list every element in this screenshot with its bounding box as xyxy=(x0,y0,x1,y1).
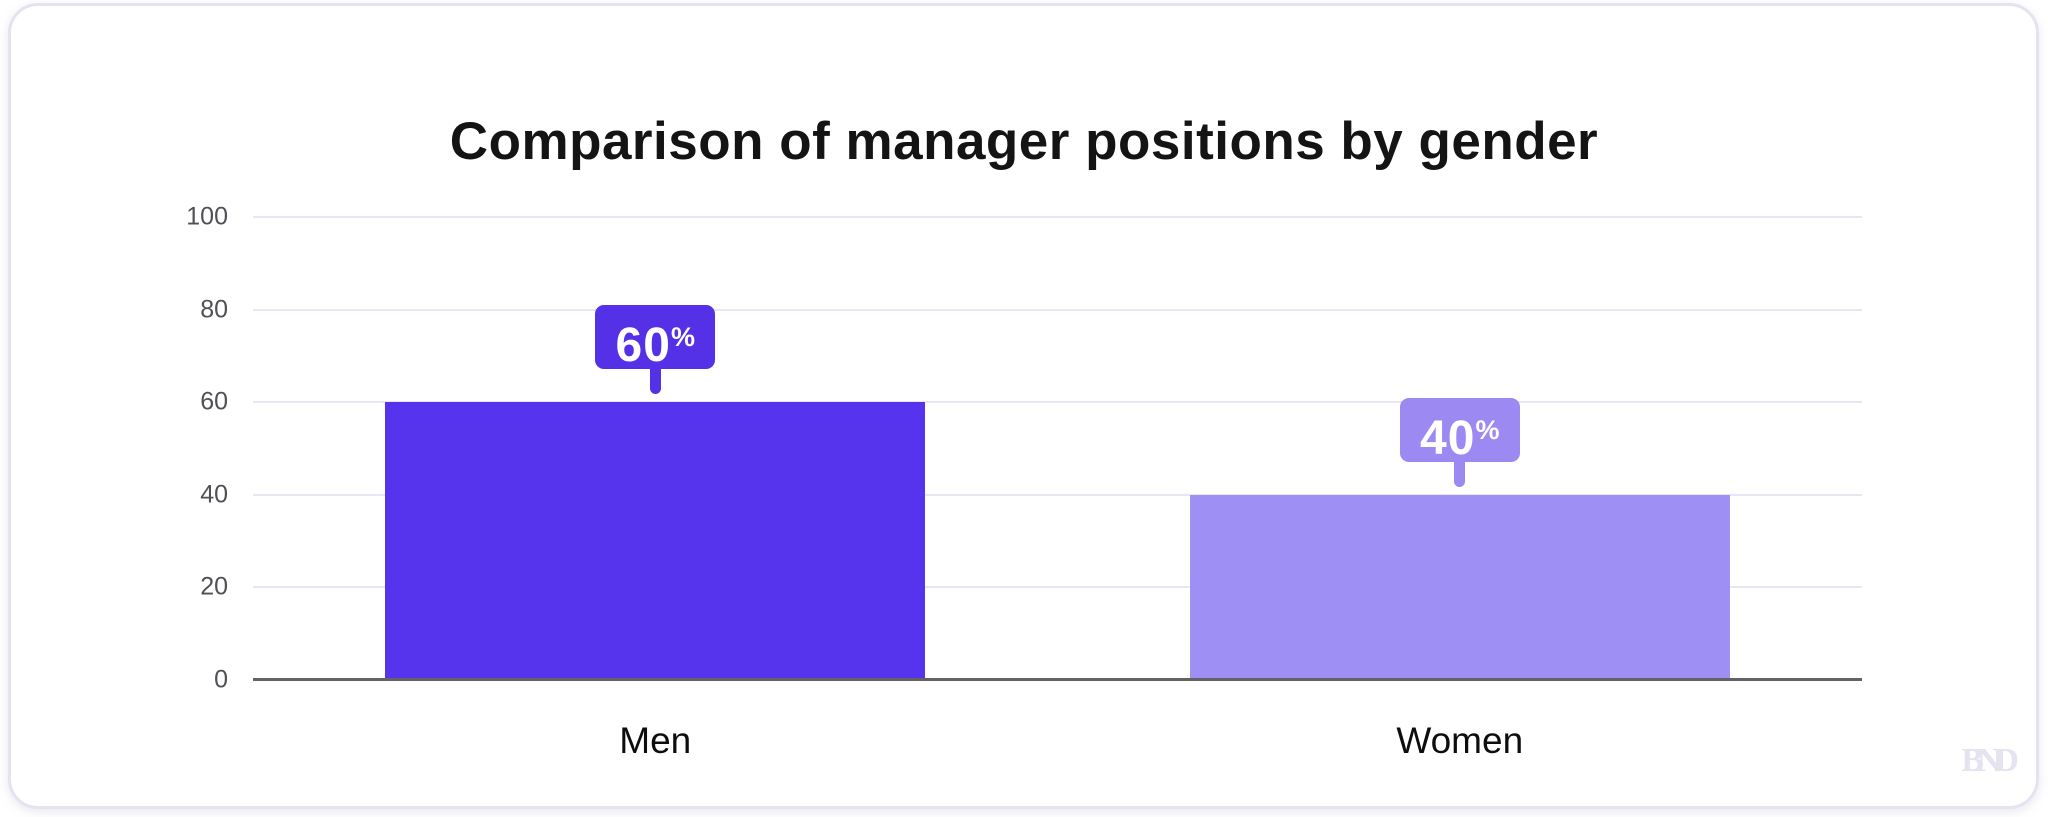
bar-women xyxy=(1189,494,1730,680)
gridline-40 xyxy=(253,493,1862,496)
gridline-20 xyxy=(253,586,1862,589)
value-badge-women: 40% xyxy=(1399,397,1520,465)
value-label-men: 60 xyxy=(615,319,671,373)
badge-stem-women xyxy=(1454,460,1466,487)
value-label-women: 40 xyxy=(1420,411,1476,465)
plot-area: 0 20 40 60 80 100 60% Men 40% Women xyxy=(186,204,1862,759)
gridline-100 xyxy=(253,216,1862,218)
x-label-men: Men xyxy=(619,720,692,761)
x-label-women: Women xyxy=(1396,720,1524,761)
value-badge-men: 60% xyxy=(595,305,716,373)
y-tick-20: 20 xyxy=(200,572,228,601)
x-axis-line xyxy=(253,678,1862,681)
gridline-60 xyxy=(253,401,1862,404)
y-tick-0: 0 xyxy=(214,665,228,694)
chart-title: Comparison of manager positions by gende… xyxy=(449,111,1599,171)
y-tick-80: 80 xyxy=(200,295,228,324)
bar-men xyxy=(385,402,926,680)
gridline-80 xyxy=(253,308,1862,311)
badge-stem-men xyxy=(649,368,661,395)
y-tick-40: 40 xyxy=(200,480,228,509)
y-tick-100: 100 xyxy=(186,202,228,231)
percent-sign-women: % xyxy=(1475,414,1500,445)
brand-watermark: BND xyxy=(1961,742,2019,779)
percent-sign-men: % xyxy=(670,322,695,353)
y-tick-60: 60 xyxy=(200,387,228,416)
